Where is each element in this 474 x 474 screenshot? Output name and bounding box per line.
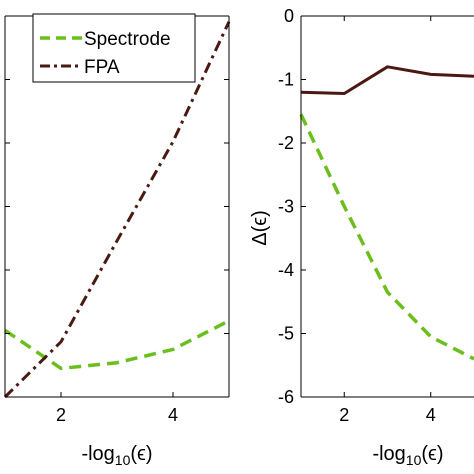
right-y-tick-label: -6 — [278, 387, 294, 407]
right-x-axis-title: -log10(ϵ) — [372, 443, 443, 468]
right-y-tick-label: -2 — [278, 133, 294, 153]
left-legend-label-spectrode: Spectrode — [84, 29, 171, 50]
left-x-tick-label: 2 — [56, 405, 66, 425]
left-series-line-spectrode — [4, 319, 230, 371]
right-series-group — [299, 65, 474, 361]
right-y-axis-title: Δ(ϵ) — [249, 210, 271, 246]
left-legend: Spectrode FPA — [32, 13, 196, 83]
right-panel: 2 4 0 -1 -2 -3 -4 -5 -6 Δ(ϵ) -log10(ϵ) — [249, 6, 474, 468]
right-y-tick-label: -5 — [278, 324, 294, 344]
left-legend-box — [32, 13, 196, 83]
left-series-group — [3, 21, 231, 399]
right-x-tick-label: 2 — [339, 405, 349, 425]
right-y-tick-label: -4 — [278, 260, 294, 280]
left-legend-label-fpa: FPA — [84, 57, 120, 78]
right-y-tick-label: -1 — [278, 70, 294, 90]
right-series-line-1 — [299, 113, 474, 361]
right-axes-group — [300, 15, 474, 398]
right-ticks-group: 2 4 0 -1 -2 -3 -4 -5 -6 — [278, 6, 436, 425]
right-series-line-0 — [300, 65, 474, 95]
right-x-tick-label: 4 — [426, 405, 436, 425]
left-series-line-fpa — [3, 21, 231, 399]
right-y-tick-label: 0 — [284, 6, 294, 26]
left-x-tick-label: 4 — [168, 405, 178, 425]
right-y-tick-label: -3 — [278, 197, 294, 217]
left-x-axis-title: -log10(ϵ) — [81, 443, 152, 468]
